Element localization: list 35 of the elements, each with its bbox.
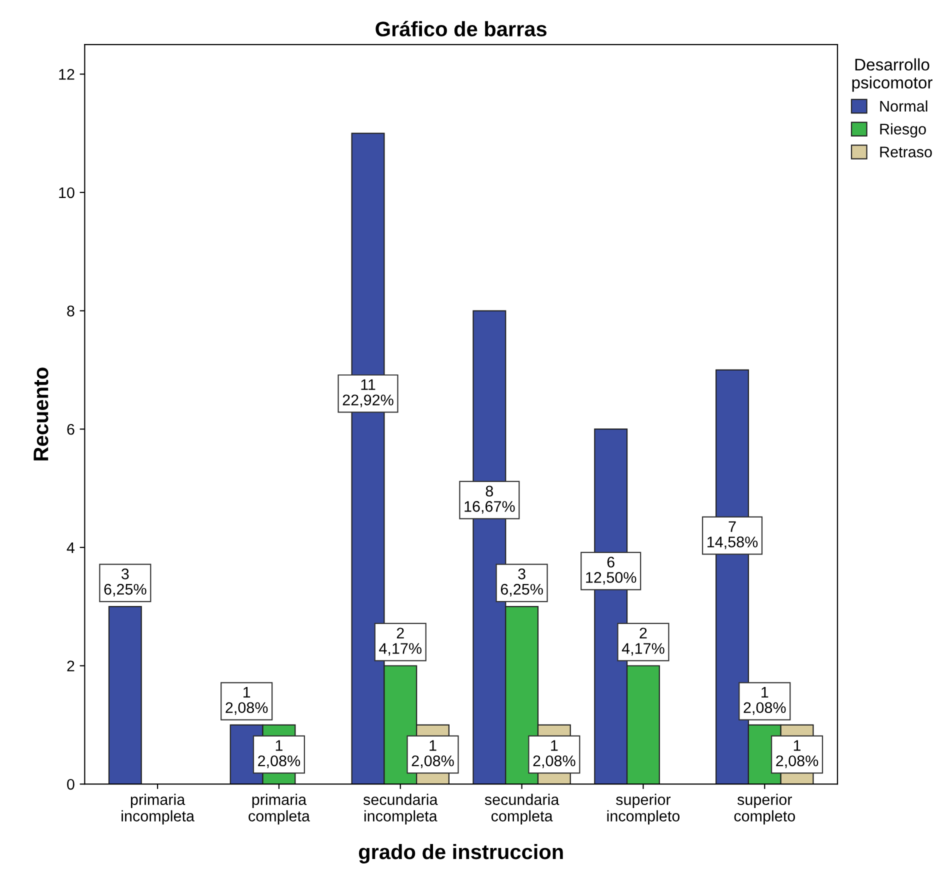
legend-label: Riesgo — [880, 123, 926, 138]
data-label: 8 16,67% — [464, 486, 515, 514]
data-label: 1 2,08% — [533, 740, 576, 768]
data-label: 1 2,08% — [744, 687, 786, 715]
bar — [108, 606, 142, 784]
x-axis-title: grado de instruccion — [358, 844, 563, 864]
data-label: 3 6,25% — [500, 568, 543, 597]
legend-title: Desarrollo psicomotor — [852, 58, 932, 92]
data-label: 11 22,92% — [342, 379, 394, 408]
x-tick-label: primaria incompleta — [122, 794, 194, 824]
x-tick-label: primaria completa — [248, 794, 310, 824]
data-label: 3 6,25% — [104, 568, 146, 597]
legend-label: Normal — [880, 100, 928, 112]
y-tick-label: 8 — [67, 306, 74, 316]
x-tick-label: secundaria incompleta — [363, 794, 438, 824]
y-tick-label: 12 — [59, 69, 74, 80]
legend-label: Retraso — [880, 146, 932, 158]
data-label: 6 12,50% — [586, 556, 636, 585]
chart-title: Gráfico de barras — [376, 20, 547, 36]
y-tick-label: 0 — [67, 778, 74, 790]
data-label: 1 2,08% — [776, 740, 818, 768]
x-tick-label: secundaria completa — [484, 794, 560, 824]
data-label: 2 4,17% — [622, 628, 664, 656]
x-tick-label: superior incompleto — [607, 794, 680, 824]
y-tick-label: 10 — [59, 187, 74, 198]
data-label: 1 2,08% — [226, 687, 268, 715]
data-label: 7 14,58% — [708, 521, 758, 550]
y-axis-title: Recuento — [34, 368, 48, 460]
y-tick-label: 2 — [67, 660, 74, 672]
data-label: 2 4,17% — [379, 628, 422, 656]
x-tick-label: superior completo — [734, 794, 795, 824]
y-tick-label: 4 — [66, 542, 75, 553]
y-tick-label: 6 — [67, 424, 74, 435]
data-label: 1 2,08% — [412, 740, 454, 768]
data-label: 1 2,08% — [258, 740, 300, 768]
